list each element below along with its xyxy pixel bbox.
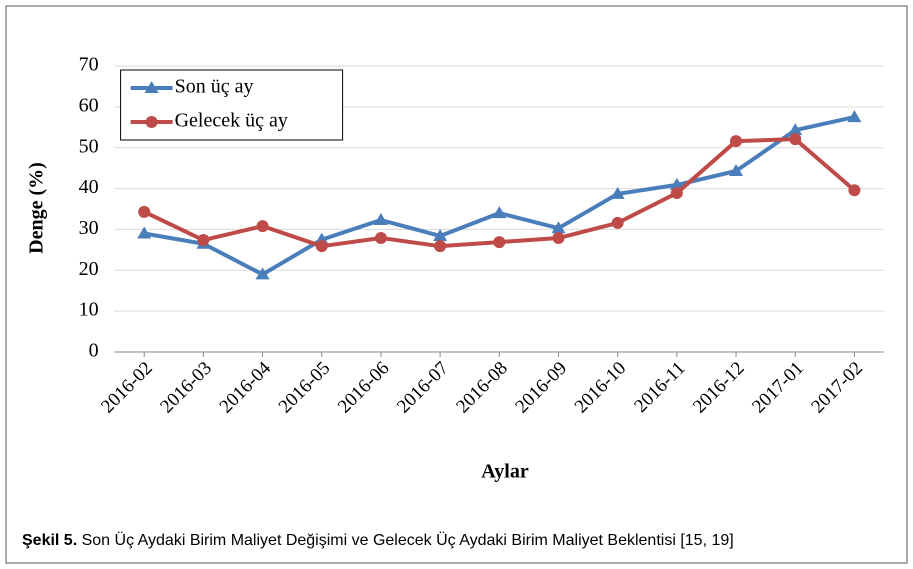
x-tick-label: 2016-11 [630, 358, 689, 417]
y-tick-label: 20 [79, 258, 99, 280]
marker [669, 177, 684, 190]
x-tick-label: 2017-01 [748, 358, 808, 418]
caption: Şekil 5. Son Üç Aydaki Birim Maliyet Değ… [22, 531, 734, 549]
x-tick-label: 2016-08 [452, 358, 512, 418]
marker [729, 164, 744, 177]
y-tick-label: 0 [89, 340, 99, 362]
marker [493, 236, 506, 249]
y-tick-label: 40 [79, 176, 99, 198]
marker [315, 240, 328, 253]
frame [5, 5, 908, 564]
y-tick-label: 60 [79, 94, 99, 116]
marker [611, 216, 624, 229]
y-tick-label: 70 [79, 54, 99, 76]
marker [788, 123, 803, 136]
caption-text: Son Üç Aydaki Birim Maliyet Değişimi ve … [82, 531, 734, 549]
y-tick-label: 30 [79, 217, 99, 239]
x-tick-label: 2016-04 [216, 357, 276, 417]
x-tick-label: 2016-09 [511, 358, 571, 418]
marker [848, 184, 861, 197]
marker [373, 213, 388, 226]
marker [730, 135, 743, 148]
marker [492, 206, 507, 219]
marker [610, 186, 625, 199]
marker [433, 228, 448, 241]
x-tick-label: 2016-06 [334, 358, 394, 418]
y-tick-label: 50 [79, 135, 99, 157]
legend-label: Gelecek üç ay [175, 110, 288, 132]
marker [551, 221, 566, 234]
caption-label: Şekil 5. [22, 532, 77, 549]
marker [847, 110, 862, 123]
marker [434, 240, 447, 253]
marker [255, 267, 270, 280]
marker [138, 205, 151, 218]
marker [145, 116, 158, 128]
y-axis-label: Denge (%) [26, 162, 48, 254]
legend-box [120, 69, 344, 141]
marker [256, 220, 269, 233]
x-tick-label: 2016-03 [156, 358, 216, 418]
y-tick-label: 10 [79, 299, 99, 321]
x-tick-label: 2016-07 [393, 358, 453, 418]
marker [670, 187, 683, 200]
series-line [143, 137, 856, 249]
marker [374, 232, 387, 245]
x-tick-label: 2016-05 [275, 358, 335, 418]
marker [552, 232, 565, 245]
x-axis-label: Aylar [481, 461, 529, 483]
x-tick-label: 2016-12 [689, 358, 749, 418]
marker [144, 81, 159, 93]
legend-label: Son üç ay [175, 76, 254, 98]
x-tick-label: 2016-10 [571, 358, 631, 418]
marker [137, 226, 152, 239]
marker [789, 133, 802, 146]
x-tick-label: 2016-02 [97, 358, 157, 418]
marker [197, 234, 210, 247]
x-tick-label: 2017-02 [807, 358, 867, 418]
